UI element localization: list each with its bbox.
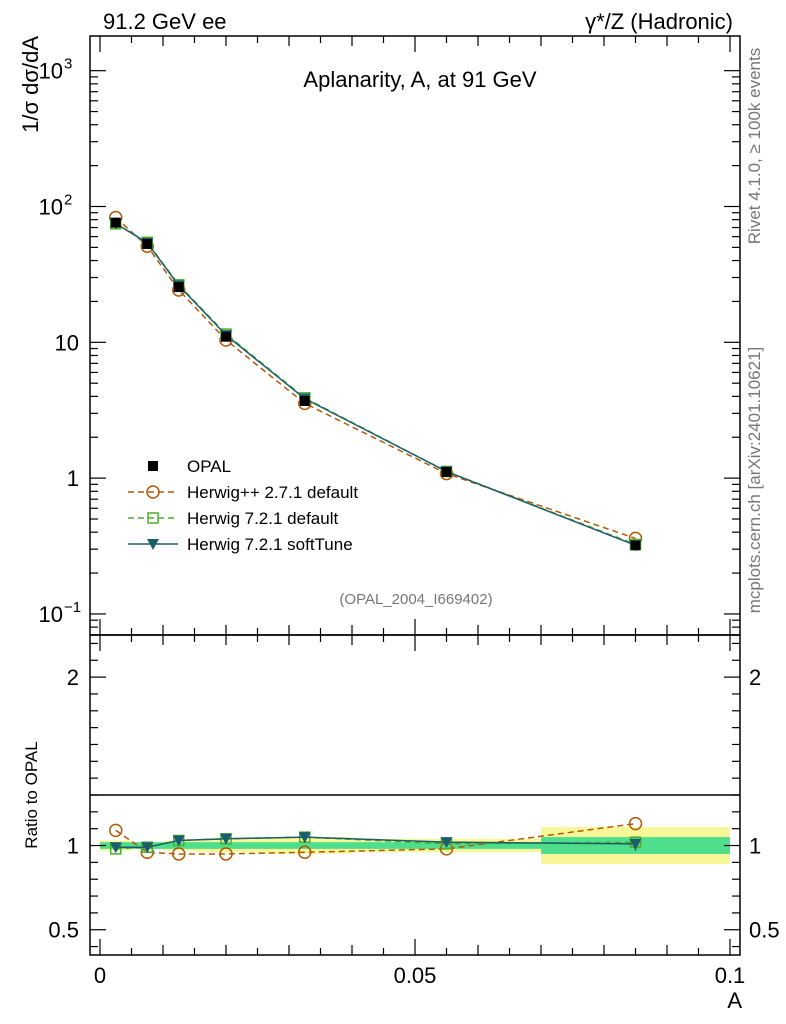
point-opal <box>142 238 153 249</box>
legend-marker-opal <box>148 461 158 471</box>
ratio-tick-label-left: 0.5 <box>48 918 79 943</box>
main-series-group <box>109 210 643 552</box>
ratio-tick-label-right: 2 <box>749 665 761 690</box>
header-left-label: 91.2 GeV ee <box>103 9 227 34</box>
point-opal <box>630 540 641 551</box>
ratio-series-group <box>109 816 643 861</box>
y-tick-label: 10 <box>39 602 63 627</box>
legend-marker-herwig-7-2-1-softtune <box>147 539 159 550</box>
ratio-point-herwig-2-7-1-default <box>628 816 643 831</box>
ratio-band-inner <box>194 842 258 849</box>
ratio-axis-label: Ratio to OPAL <box>22 741 41 848</box>
legend-label-herwig-7-2-1-default: Herwig 7.2.1 default <box>187 509 338 528</box>
point-opal <box>441 466 452 477</box>
y-tick-label: 10 <box>39 59 63 84</box>
y-tick-exponent: 2 <box>64 191 72 208</box>
ratio-point-herwig-2-7-1-default <box>298 845 312 860</box>
ratio-tick-label-left: 1 <box>67 834 79 859</box>
point-opal <box>110 217 121 228</box>
y-tick-label: 10 <box>39 194 63 219</box>
y-axis-label: 1/σ dσ/dA <box>18 36 43 133</box>
legend-marker-herwig-2-7-1-default <box>146 485 160 499</box>
y-tick-exponent: 3 <box>64 56 72 73</box>
ratio-point-herwig-7-2-1-softtune <box>440 837 453 849</box>
ratio-point-herwig-2-7-1-default <box>172 847 186 861</box>
ratio-point-herwig-2-7-1-default <box>219 847 233 861</box>
rivet-version-label: Rivet 4.1.0, ≥ 100k events <box>745 48 764 244</box>
ratio-tick-label-right: 0.5 <box>749 918 780 943</box>
legend-label-opal: OPAL <box>187 457 231 476</box>
y-tick-exponent: −1 <box>64 599 81 616</box>
legend-label-herwig-7-2-1-softtune: Herwig 7.2.1 softTune <box>187 535 353 554</box>
y-tick-label: 1 <box>67 466 79 491</box>
ratio-point-herwig-7-2-1-softtune <box>109 842 122 854</box>
point-opal <box>221 331 231 342</box>
chart-title: Aplanarity, A, at 91 GeV <box>303 67 536 92</box>
ratio-point-herwig-7-2-1-softtune <box>220 833 232 845</box>
ratio-point-herwig-7-2-1-softtune <box>141 842 154 854</box>
mcplots-label: mcplots.cern.ch [arXiv:2401.10621] <box>745 347 764 613</box>
point-opal <box>173 282 184 293</box>
ratio-point-herwig-7-2-1-softtune <box>298 832 311 844</box>
ratio-tick-label-left: 2 <box>67 665 79 690</box>
point-opal <box>299 395 310 406</box>
x-tick-label: 0.05 <box>394 963 437 988</box>
legend: OPAL Herwig++ 2.7.1 default Herwig 7.2.1 d… <box>128 457 358 554</box>
x-axis-label: A <box>727 988 742 1013</box>
axis-ticks <box>90 36 740 955</box>
y-tick-label: 10 <box>55 330 79 355</box>
legend-marker-herwig-7-2-1-default <box>147 512 159 524</box>
analysis-tag: (OPAL_2004_I669402) <box>339 591 492 608</box>
x-tick-label: 0 <box>94 963 106 988</box>
x-tick-label: 0.1 <box>715 963 746 988</box>
legend-label-herwig-2-7-1-default: Herwig++ 2.7.1 default <box>187 483 358 502</box>
ratio-point-herwig-7-2-1-softtune <box>172 835 185 847</box>
ratio-tick-label-right: 1 <box>749 834 761 859</box>
header-right-label: γ*/Z (Hadronic) <box>585 9 733 34</box>
ratio-point-herwig-2-7-1-default <box>109 823 123 838</box>
